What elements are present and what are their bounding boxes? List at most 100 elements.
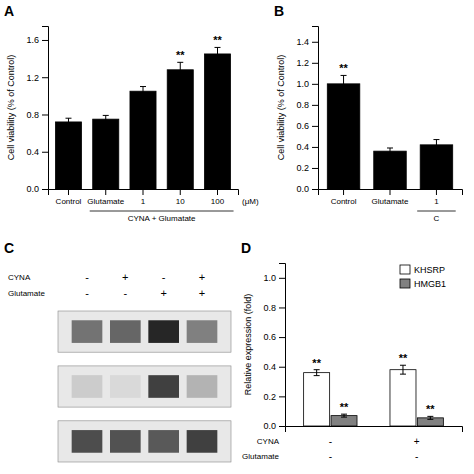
tick-mark (279, 367, 285, 368)
tick-label: 1.0 (263, 273, 276, 283)
axis-line (286, 427, 463, 433)
tick-label: 1.0 (296, 79, 309, 89)
bars (304, 365, 444, 426)
tick-label: 10 (176, 197, 185, 206)
row-value: - (415, 451, 418, 462)
legend-label: KHSRP (414, 265, 445, 275)
bar (390, 370, 416, 426)
plot: ********0.00.20.40.60.81.0CYNA-+Glutamat… (242, 264, 462, 463)
x-axis (286, 427, 463, 433)
band (148, 430, 179, 453)
y-axis: 0.00.20.40.60.81.0 (263, 264, 285, 432)
tick-label: 0.6 (296, 121, 309, 131)
y-tick: 0.0 (263, 421, 285, 431)
band (72, 430, 103, 453)
tick-label: 1 (141, 197, 146, 206)
tick-mark (279, 426, 285, 427)
y-tick: 0.6 (263, 332, 285, 342)
error-bar (433, 140, 439, 151)
band (110, 320, 141, 343)
panel-title: C (4, 240, 14, 256)
x-axis: ControlGlutamate110100 (49, 189, 239, 206)
group-label: C (434, 214, 440, 223)
x-tick: Glutamate (372, 189, 409, 206)
blot (58, 311, 231, 462)
tick-label: 0.8 (26, 110, 39, 120)
bar (304, 373, 330, 426)
tick-mark (312, 84, 318, 85)
error-bar (215, 47, 221, 60)
bar (167, 70, 193, 189)
band (187, 320, 218, 343)
row-value: + (199, 271, 205, 283)
tick-mark (180, 189, 181, 195)
row-name: Glutamate (242, 452, 279, 461)
tick-mark (312, 63, 318, 64)
bar (327, 84, 360, 189)
row-value: - (162, 271, 166, 283)
bar (130, 91, 156, 189)
y-tick: 1.0 (296, 79, 318, 89)
row-value: - (85, 271, 89, 283)
x-axis: ControlGlutamate1 (319, 189, 463, 206)
y-tick: 1.6 (26, 35, 48, 45)
row-value: + (160, 287, 166, 299)
bar (93, 119, 119, 189)
tick-label: 0.6 (263, 332, 276, 342)
sig-label: ** (176, 49, 185, 61)
panel: D********0.00.20.40.60.81.0CYNA-+Glutama… (241, 240, 463, 462)
panel-title: B (274, 3, 284, 19)
tick-label: 0.8 (296, 100, 309, 110)
tick-mark (312, 168, 318, 169)
band (110, 375, 141, 398)
legend-swatch (400, 279, 410, 288)
tick-mark (279, 307, 285, 308)
bar (374, 151, 407, 189)
tick-mark (390, 189, 391, 195)
y-tick: 1.4 (296, 37, 318, 47)
tick-mark (42, 77, 48, 78)
axis-line (312, 27, 319, 190)
sig-label: ** (340, 401, 349, 413)
tick-mark (312, 147, 318, 148)
tick-mark (312, 126, 318, 127)
row-value: - (329, 436, 332, 447)
sig-label: ** (339, 62, 348, 74)
y-axis-label: Relative expression (fold) (243, 294, 253, 396)
y-axis-label: Cell viability (% of Control) (276, 55, 286, 161)
plot: ****0.00.40.81.21.6ControlGlutamate11010… (6, 27, 259, 223)
y-tick: 0.8 (263, 303, 285, 313)
band (187, 430, 218, 453)
band (72, 320, 103, 343)
y-tick: 0.6 (296, 121, 318, 131)
bar (55, 122, 81, 189)
axis-line (42, 27, 49, 190)
row-value: + (122, 271, 128, 283)
tick-mark (279, 278, 285, 279)
tick-label: 0.0 (263, 421, 276, 431)
tick-mark (105, 189, 106, 195)
tick-mark (217, 189, 218, 195)
y-axis-label: Cell viability (% of Control) (6, 55, 16, 161)
error-bar (387, 148, 393, 154)
band (72, 375, 103, 398)
axis-line (319, 190, 463, 196)
group-underline (90, 211, 234, 212)
plot: ** 0.0 0.2 0.4 0.6 0.8 1.0 1.2 1.4 ControlGlutama… (276, 27, 463, 223)
panel: B ** 0.0 0.2 0.4 0.6 0.8 1.0 1.2 1.4 ControlGlutam… (274, 3, 463, 223)
tick-label: 0.0 (296, 184, 309, 194)
legend: KHSRPHMGB1 (400, 265, 446, 289)
tick-label: Glutamate (372, 197, 409, 206)
tick-mark (343, 189, 344, 195)
bar (420, 145, 453, 189)
tick-label: 1.2 (296, 58, 309, 68)
tick-mark (312, 189, 318, 190)
tick-label: 0.4 (26, 147, 39, 157)
x-tick: Control (56, 189, 82, 206)
bar (204, 54, 230, 189)
row-value: + (414, 436, 420, 447)
y-tick: 0.8 (296, 100, 318, 110)
tick-label: 0.4 (296, 142, 309, 152)
band (110, 430, 141, 453)
tick-label: 0.2 (296, 163, 309, 173)
